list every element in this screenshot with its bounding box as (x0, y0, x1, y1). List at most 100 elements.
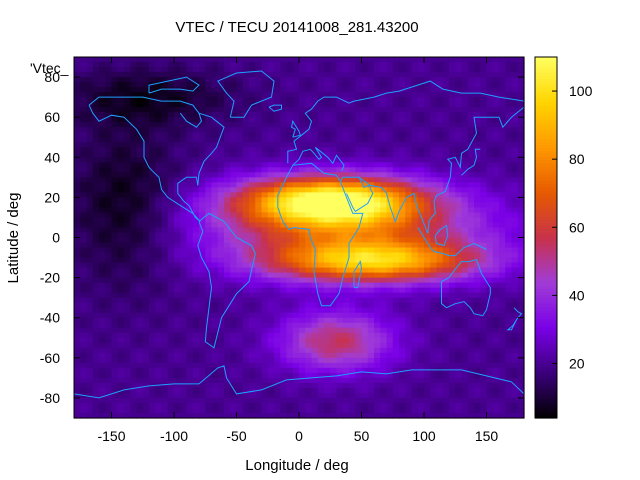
heatmap-cell (511, 367, 519, 374)
heatmap-cell (255, 297, 263, 304)
heatmap-cell (305, 367, 313, 374)
heatmap-cell (155, 192, 163, 198)
heatmap-cell (386, 167, 394, 173)
heatmap-cell (186, 102, 194, 108)
heatmap-cell (480, 287, 488, 294)
heatmap-cell (336, 122, 344, 128)
heatmap-cell (286, 347, 294, 354)
heatmap-cell (311, 297, 319, 304)
heatmap-cell (186, 312, 194, 319)
heatmap-cell (192, 207, 200, 214)
heatmap-cell (111, 297, 119, 304)
heatmap-cell (436, 257, 444, 264)
heatmap-cell (267, 347, 275, 354)
heatmap-cell (224, 387, 231, 394)
heatmap-cell (467, 117, 475, 123)
heatmap-cell (324, 372, 331, 379)
heatmap-cell (449, 172, 456, 178)
heatmap-cell (286, 312, 294, 319)
heatmap-cell (149, 322, 156, 329)
heatmap-cell (236, 102, 244, 108)
heatmap-cell (505, 237, 513, 244)
heatmap-cell (399, 112, 406, 118)
heatmap-cell (142, 227, 150, 234)
heatmap-cell (180, 202, 188, 209)
heatmap-cell (361, 187, 369, 193)
heatmap-cell (461, 77, 469, 83)
heatmap-cell (292, 392, 300, 399)
heatmap-cell (355, 57, 363, 63)
heatmap-cell (86, 77, 94, 83)
heatmap-cell (411, 87, 419, 93)
heatmap-cell (492, 187, 500, 193)
heatmap-cell (480, 297, 488, 304)
heatmap-cell (305, 317, 313, 324)
heatmap-cell (386, 142, 394, 148)
heatmap-cell (311, 227, 319, 234)
heatmap-cell (492, 132, 500, 138)
heatmap-cell (305, 272, 313, 279)
heatmap-cell (130, 247, 138, 254)
heatmap-cell (130, 292, 138, 299)
heatmap-cell (311, 212, 319, 219)
heatmap-cell (455, 217, 463, 224)
heatmap-cell (142, 162, 150, 168)
heatmap-cell (299, 177, 306, 183)
heatmap-cell (367, 117, 375, 123)
heatmap-cell (105, 182, 113, 188)
heatmap-cell (230, 262, 238, 269)
heatmap-cell (474, 112, 481, 118)
heatmap-cell (217, 257, 225, 264)
heatmap-cell (130, 197, 138, 203)
heatmap-cell (436, 292, 444, 299)
heatmap-cell (399, 62, 406, 68)
heatmap-cell (361, 252, 369, 259)
heatmap-cell (167, 57, 175, 63)
heatmap-cell (499, 67, 506, 73)
heatmap-cell (205, 142, 213, 148)
heatmap-cell (405, 142, 413, 148)
heatmap-cell (505, 357, 513, 364)
heatmap-cell (261, 162, 269, 168)
heatmap-cell (142, 77, 150, 83)
heatmap-cell (399, 182, 406, 188)
heatmap-cell (130, 272, 138, 279)
heatmap-cell (267, 207, 275, 214)
heatmap-cell (517, 82, 525, 88)
heatmap-cell (161, 57, 169, 63)
heatmap-cell (211, 362, 219, 369)
heatmap-cell (192, 97, 200, 103)
heatmap-cell (405, 167, 413, 173)
heatmap-cell (480, 322, 488, 329)
heatmap-cell (74, 377, 81, 384)
heatmap-cell (436, 382, 444, 389)
heatmap-cell (142, 222, 150, 229)
heatmap-cell (205, 162, 213, 168)
heatmap-cell (217, 232, 225, 239)
heatmap-cell (280, 187, 288, 193)
heatmap-cell (324, 157, 331, 163)
heatmap-cell (324, 227, 331, 234)
heatmap-cell (86, 192, 94, 198)
heatmap-cell (74, 307, 81, 314)
heatmap-cell (455, 302, 463, 309)
heatmap-cell (261, 222, 269, 229)
heatmap-cell (267, 292, 275, 299)
heatmap-cell (355, 212, 363, 219)
heatmap-cell (374, 92, 381, 98)
heatmap-cell (92, 162, 100, 168)
heatmap-cell (317, 372, 325, 379)
heatmap-cell (105, 127, 113, 133)
heatmap-cell (199, 182, 206, 188)
heatmap-cell (355, 272, 363, 279)
heatmap-cell (130, 97, 138, 103)
heatmap-cell (336, 322, 344, 329)
heatmap-cell (117, 342, 125, 349)
heatmap-cell (374, 82, 381, 88)
heatmap-cell (305, 102, 313, 108)
heatmap-cell (280, 327, 288, 334)
heatmap-cell (467, 97, 475, 103)
heatmap-cell (361, 97, 369, 103)
heatmap-cell (161, 112, 169, 118)
heatmap-cell (130, 237, 138, 244)
